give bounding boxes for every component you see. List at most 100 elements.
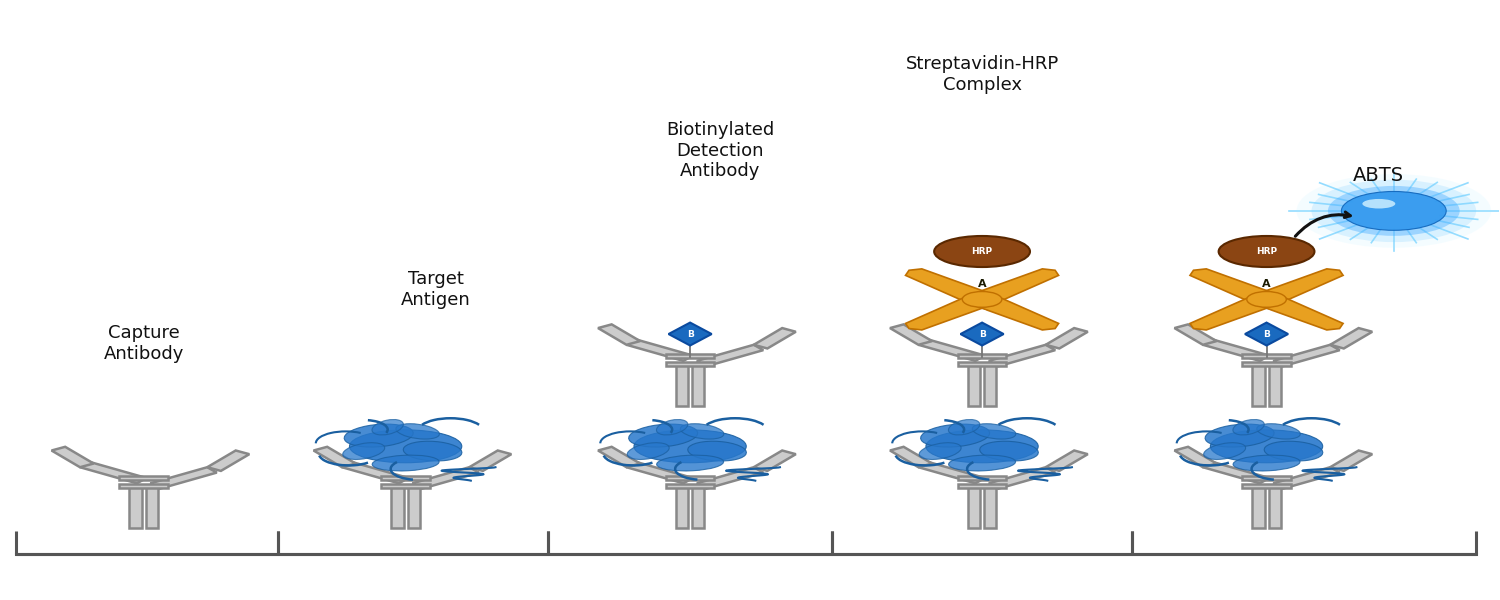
Ellipse shape: [948, 455, 1016, 471]
Bar: [666, 484, 714, 488]
Bar: [120, 476, 168, 481]
Ellipse shape: [1218, 236, 1314, 267]
Ellipse shape: [1362, 199, 1395, 209]
Polygon shape: [1274, 467, 1340, 489]
Polygon shape: [890, 325, 932, 345]
Bar: [958, 484, 1006, 488]
Polygon shape: [314, 447, 356, 467]
Bar: [392, 485, 404, 528]
Ellipse shape: [404, 441, 462, 461]
Text: B: B: [1263, 310, 1270, 319]
Ellipse shape: [920, 443, 962, 460]
Text: Capture
Antibody: Capture Antibody: [104, 324, 184, 362]
Polygon shape: [51, 447, 93, 467]
Polygon shape: [918, 462, 986, 484]
Bar: [958, 362, 1006, 365]
Polygon shape: [988, 345, 1054, 366]
Bar: [958, 354, 1006, 358]
Polygon shape: [1190, 269, 1278, 304]
Text: B: B: [978, 310, 986, 319]
Ellipse shape: [1311, 179, 1476, 242]
Polygon shape: [753, 451, 796, 471]
Polygon shape: [1046, 328, 1088, 349]
Bar: [1269, 485, 1281, 528]
Bar: [408, 485, 420, 528]
Ellipse shape: [1264, 441, 1323, 461]
Bar: [1242, 476, 1292, 481]
Polygon shape: [1046, 451, 1088, 471]
Bar: [1252, 485, 1264, 528]
Polygon shape: [1330, 328, 1372, 349]
Bar: [676, 363, 688, 406]
Polygon shape: [1203, 340, 1269, 361]
Polygon shape: [150, 467, 217, 489]
Polygon shape: [1190, 295, 1278, 330]
Polygon shape: [598, 325, 640, 345]
Text: HRP: HRP: [1256, 247, 1276, 256]
Ellipse shape: [350, 430, 462, 463]
Ellipse shape: [926, 430, 1038, 463]
Ellipse shape: [972, 424, 1016, 439]
Text: Biotinylated
Detection
Antibody: Biotinylated Detection Antibody: [666, 121, 774, 181]
Polygon shape: [1256, 269, 1342, 304]
Bar: [1242, 354, 1292, 358]
Polygon shape: [1203, 462, 1269, 484]
Ellipse shape: [1210, 430, 1323, 463]
Polygon shape: [627, 462, 693, 484]
Ellipse shape: [1233, 419, 1264, 435]
Bar: [381, 484, 430, 488]
Polygon shape: [1330, 451, 1372, 471]
Bar: [1269, 363, 1281, 406]
Ellipse shape: [1233, 455, 1300, 471]
Bar: [666, 476, 714, 481]
Ellipse shape: [342, 443, 384, 460]
Bar: [958, 476, 1006, 481]
Polygon shape: [598, 447, 640, 467]
Bar: [984, 485, 996, 528]
Polygon shape: [970, 269, 1059, 304]
Text: B: B: [1263, 329, 1270, 338]
Polygon shape: [207, 451, 249, 471]
Ellipse shape: [372, 455, 440, 471]
Ellipse shape: [628, 424, 698, 447]
Bar: [146, 485, 158, 528]
Polygon shape: [80, 462, 147, 484]
Text: B: B: [978, 329, 986, 338]
Bar: [968, 363, 980, 406]
Ellipse shape: [1341, 191, 1446, 230]
Polygon shape: [342, 462, 408, 484]
Text: Target
Antigen: Target Antigen: [400, 270, 471, 309]
Bar: [120, 484, 168, 488]
Text: Streptavidin-HRP
Complex: Streptavidin-HRP Complex: [906, 55, 1059, 94]
Polygon shape: [698, 345, 764, 366]
Bar: [1252, 363, 1264, 406]
Ellipse shape: [921, 424, 990, 447]
Ellipse shape: [1204, 424, 1274, 447]
Ellipse shape: [980, 441, 1038, 461]
Ellipse shape: [948, 419, 980, 435]
Text: B: B: [687, 329, 693, 338]
Polygon shape: [1256, 295, 1342, 330]
Bar: [676, 485, 688, 528]
Circle shape: [963, 292, 1002, 307]
Polygon shape: [1274, 345, 1340, 366]
Bar: [666, 354, 714, 358]
Polygon shape: [1174, 447, 1216, 467]
Polygon shape: [470, 451, 512, 471]
Bar: [1242, 362, 1292, 365]
Bar: [381, 476, 430, 481]
Polygon shape: [1245, 323, 1288, 346]
Text: A: A: [1262, 279, 1270, 289]
Bar: [692, 485, 705, 528]
Bar: [1242, 484, 1292, 488]
Ellipse shape: [344, 424, 412, 447]
Ellipse shape: [1257, 424, 1300, 439]
Bar: [129, 485, 141, 528]
Bar: [968, 485, 980, 528]
Text: ABTS: ABTS: [1353, 166, 1404, 185]
Text: HRP: HRP: [972, 247, 993, 256]
Ellipse shape: [657, 455, 723, 471]
Ellipse shape: [1328, 186, 1460, 236]
Ellipse shape: [1296, 174, 1491, 248]
Polygon shape: [906, 295, 993, 330]
